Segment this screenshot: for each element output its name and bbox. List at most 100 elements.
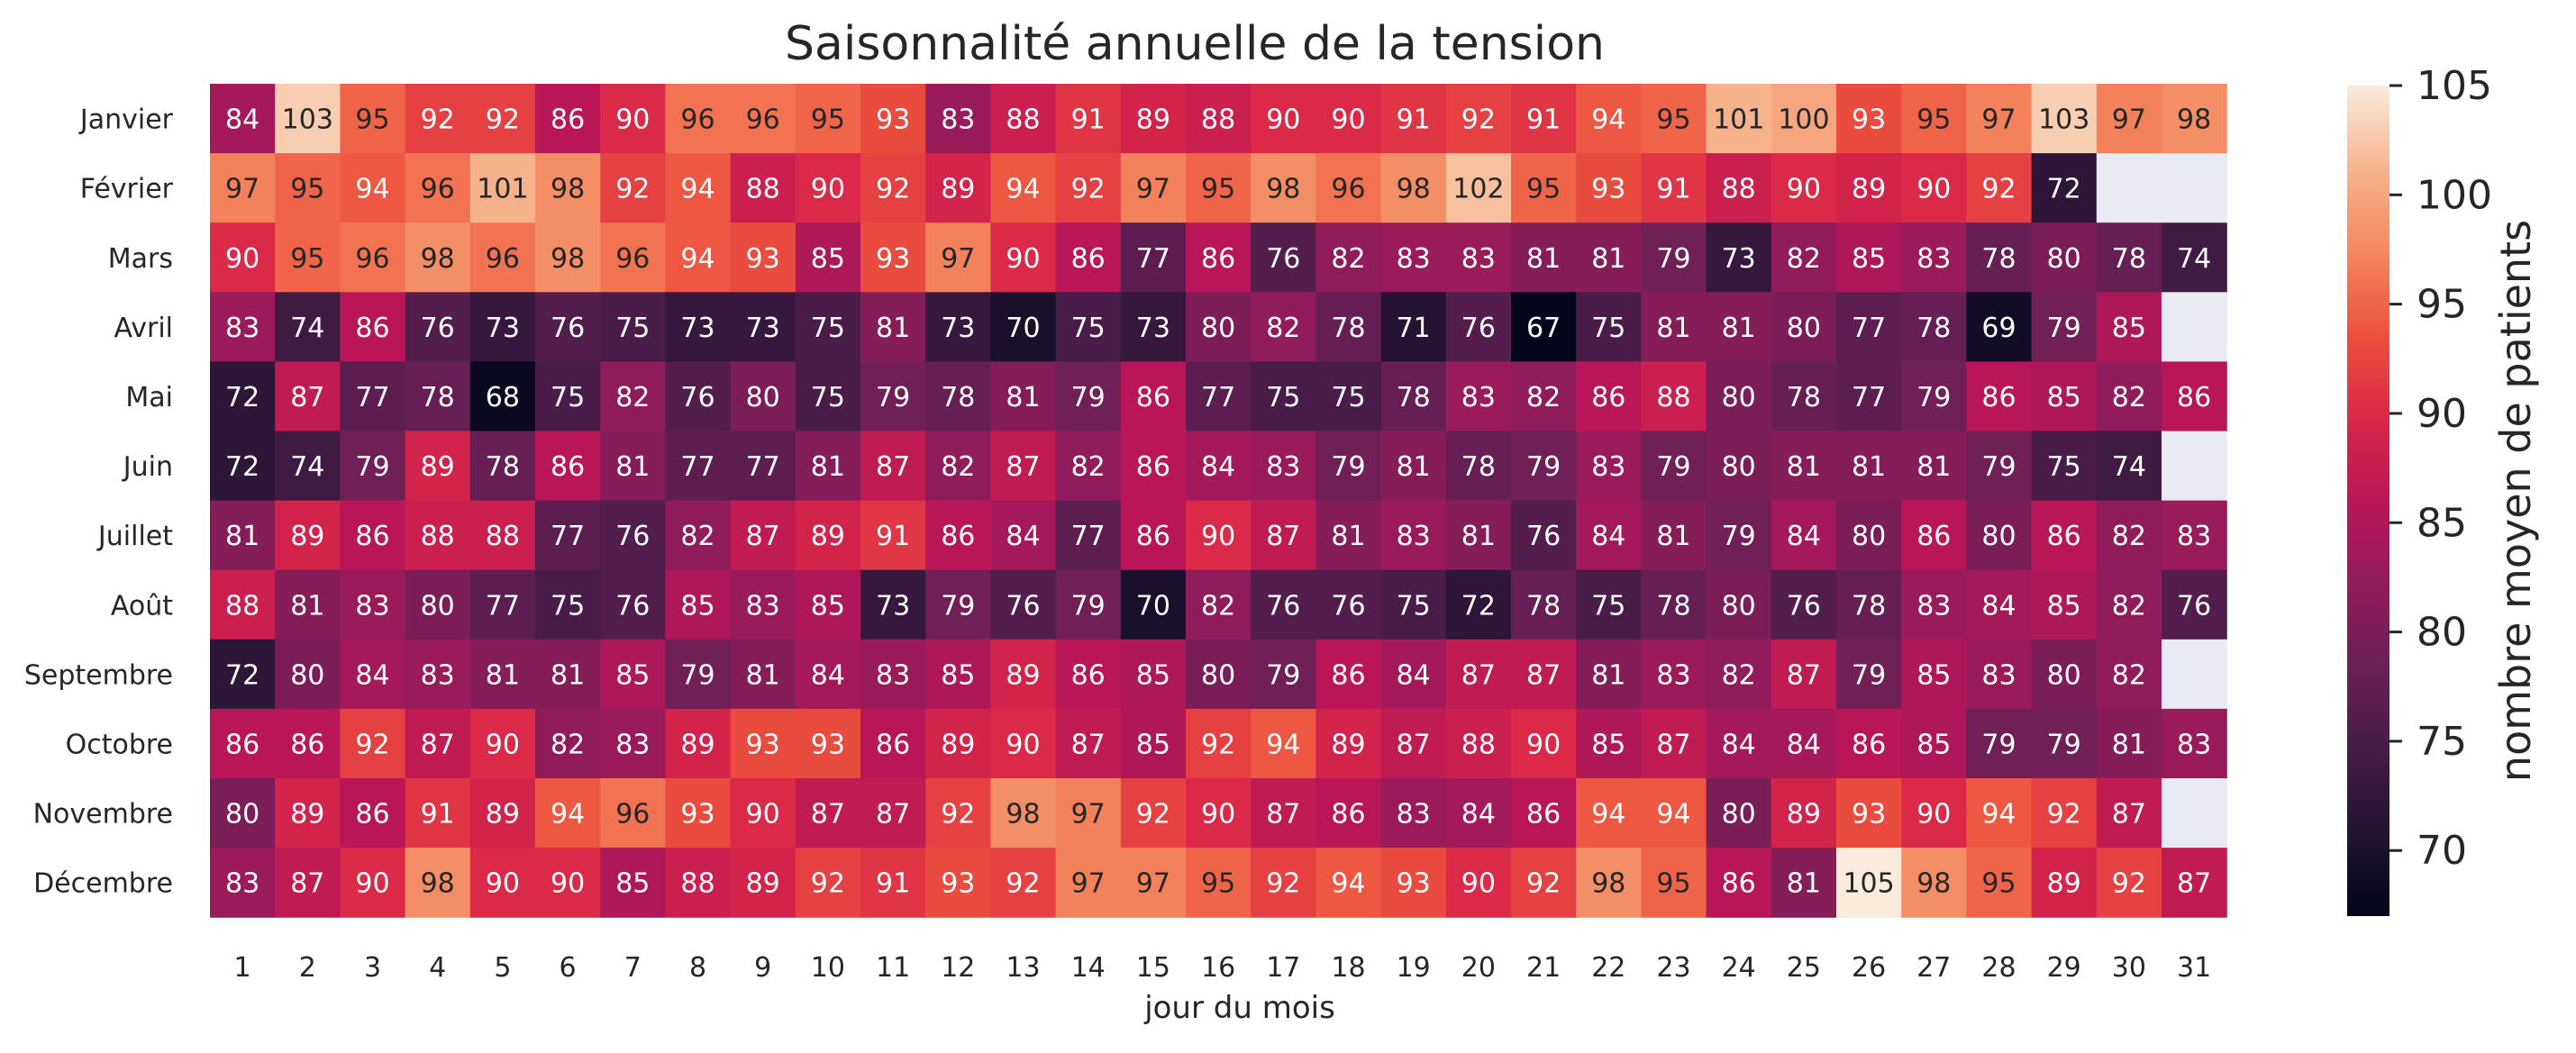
cell-value-label: 85: [1852, 243, 1886, 275]
heatmap-cell: [1770, 361, 1837, 432]
cell-value-label: 69: [1981, 313, 2016, 344]
cell-value-label: 75: [551, 590, 585, 622]
cell-value-label: 82: [1071, 451, 1106, 483]
x-tick-label: 3: [364, 952, 381, 984]
heatmap-cell: [1055, 361, 1122, 432]
heatmap-cell: [1706, 222, 1772, 293]
y-tick-label: Août: [111, 590, 173, 622]
cell-value-label: 85: [615, 659, 650, 691]
cell-value-label: 91: [1071, 104, 1106, 136]
heatmap-cell: [1251, 708, 1316, 779]
cell-value-label: 82: [2112, 590, 2146, 622]
cell-value-label: 83: [1266, 451, 1300, 483]
heatmap-cell: [1445, 848, 1512, 918]
cell-value-label: 82: [551, 729, 585, 760]
cell-value-label: 90: [1916, 799, 1951, 831]
cell-value-label: 91: [1526, 104, 1561, 136]
y-tick-label: Juillet: [96, 521, 173, 552]
heatmap-cell: [405, 153, 471, 223]
cell-value-label: 83: [1461, 382, 1496, 413]
cell-value-label: 81: [225, 521, 259, 552]
cell-value-label: 92: [1461, 104, 1496, 136]
cell-value-label: 84: [355, 659, 389, 691]
cell-value-label: 74: [290, 451, 324, 483]
cell-value-label: 90: [1201, 521, 1235, 552]
heatmap-cell: [1836, 361, 1902, 432]
heatmap-cell: [2162, 639, 2227, 710]
heatmap-cell: [665, 778, 732, 849]
cell-value-label: 81: [1656, 521, 1690, 552]
cell-value-label: 85: [1136, 729, 1170, 760]
heatmap-cell: [1641, 222, 1707, 293]
heatmap-cell: [990, 639, 1057, 710]
cell-value-label: 92: [1136, 799, 1170, 831]
heatmap-cell: [405, 222, 471, 293]
cell-value-label: 87: [1071, 729, 1106, 760]
cell-value-label: 85: [615, 868, 650, 900]
cell-value-label: 82: [1787, 243, 1821, 275]
cell-value-label: 86: [1916, 521, 1951, 552]
heatmap-cell: [600, 569, 666, 640]
heatmap-cell: [340, 708, 406, 779]
cell-value-label: 76: [2177, 590, 2211, 622]
cell-value-label: 79: [1526, 451, 1561, 483]
heatmap-cell: [2162, 848, 2227, 918]
heatmap-cell: [340, 222, 406, 293]
y-tick-label: Juin: [122, 451, 173, 483]
heatmap-cell: [1770, 84, 1837, 154]
cell-value-label: 93: [1397, 868, 1431, 900]
y-tick-label: Septembre: [24, 659, 173, 691]
cell-value-label: 87: [811, 799, 845, 831]
heatmap-cell: [1576, 708, 1642, 779]
cell-value-label: 89: [1852, 174, 1886, 205]
heatmap-cell: [1186, 361, 1252, 432]
heatmap-cell: [860, 848, 926, 918]
heatmap-cell: [535, 153, 601, 223]
heatmap-cell: [1641, 778, 1707, 849]
heatmap-cell: [1836, 639, 1902, 710]
heatmap-cell: [469, 292, 536, 362]
cell-value-label: 81: [2112, 729, 2146, 760]
heatmap-cell: [665, 153, 732, 223]
heatmap-cell: [535, 569, 601, 640]
heatmap-cell: [795, 848, 861, 918]
cell-value-label: 94: [1331, 868, 1365, 900]
cell-value-label: 79: [2047, 729, 2081, 760]
cell-value-label: 88: [1656, 382, 1690, 413]
cell-value-label: 72: [225, 451, 259, 483]
heatmap-cell: [1511, 431, 1577, 502]
heatmap-cell: [1055, 848, 1122, 918]
heatmap-cell: [1576, 848, 1642, 918]
heatmap-cell: [860, 361, 926, 432]
cell-value-label: 90: [1461, 868, 1496, 900]
heatmap-cell: [1120, 708, 1187, 779]
heatmap-cell: [1445, 292, 1512, 362]
heatmap-cell: [1380, 848, 1447, 918]
cell-value-label: 81: [1331, 521, 1365, 552]
heatmap-cell: [730, 222, 796, 293]
cell-value-label: 92: [2112, 868, 2146, 900]
cell-value-label: 82: [1526, 382, 1561, 413]
colorbar-tick-label: 80: [2417, 610, 2467, 656]
cell-value-label: 92: [941, 799, 975, 831]
cell-value-label: 95: [1981, 868, 2016, 900]
heatmap-cell: [1380, 431, 1447, 502]
cell-value-label: 81: [1006, 382, 1040, 413]
heatmap-cell: [1315, 361, 1382, 432]
colorbar-label: nombre moyen de patients: [2491, 220, 2540, 782]
heatmap-cell: [795, 292, 861, 362]
cell-value-label: 81: [615, 451, 650, 483]
cell-value-label: 79: [1071, 382, 1106, 413]
heatmap-cell: [795, 222, 861, 293]
heatmap-cell: [860, 708, 926, 779]
heatmap-cell: [925, 639, 991, 710]
heatmap-cell: [1770, 848, 1837, 918]
heatmap-cell: [1901, 848, 1967, 918]
heatmap-cell: [1186, 569, 1252, 640]
heatmap-cell: [1251, 778, 1316, 849]
cell-value-label: 87: [290, 382, 324, 413]
cell-value-label: 75: [1071, 313, 1106, 344]
heatmap-cell: [405, 778, 471, 849]
cell-value-label: 90: [1787, 174, 1821, 205]
heatmap-cell: [1120, 848, 1187, 918]
